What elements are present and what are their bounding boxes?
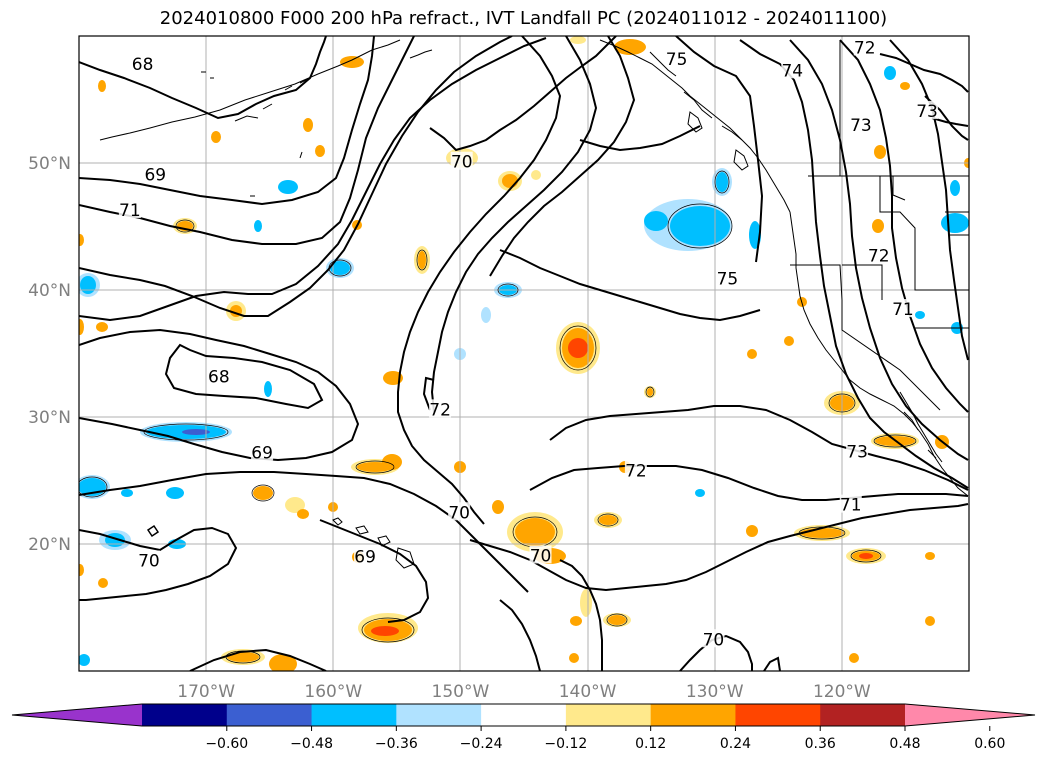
colorbar-tick-label: −0.12 bbox=[544, 736, 587, 752]
contour-label: 69 bbox=[144, 165, 166, 185]
contour-label: 68 bbox=[208, 367, 230, 387]
colorbar-extend-high bbox=[905, 704, 1035, 726]
contour-label: 75 bbox=[666, 50, 688, 70]
map-title: 2024010800 F000 200 hPa refract., IVT La… bbox=[159, 8, 888, 29]
colorbar-segment bbox=[820, 704, 906, 726]
contour-label: 72 bbox=[868, 247, 890, 267]
contour-label: 71 bbox=[119, 201, 141, 221]
contour-label-bg bbox=[716, 268, 739, 287]
colorbar-tick-label: 0.24 bbox=[720, 736, 751, 752]
contour-label: 69 bbox=[354, 548, 376, 568]
longitude-labels: 170°W 160°W 150°W 140°W 130°W 120°W bbox=[177, 682, 871, 702]
colorbar-extend-low bbox=[12, 704, 142, 726]
contour-label-bg bbox=[916, 100, 939, 119]
contour-label: 72 bbox=[854, 38, 876, 58]
contour-label: 70 bbox=[451, 153, 473, 173]
contour-label: 72 bbox=[625, 461, 647, 481]
contour-label-bg bbox=[529, 545, 552, 564]
colorbar-segment bbox=[650, 704, 736, 726]
contour-label-bg bbox=[131, 53, 154, 72]
contour-label: 69 bbox=[251, 444, 273, 464]
lat-tick-label: 50°N bbox=[28, 154, 71, 174]
contour-label-bg bbox=[846, 441, 869, 460]
lon-tick-label: 160°W bbox=[304, 682, 362, 702]
contour-label: 72 bbox=[429, 400, 451, 420]
lon-tick-label: 120°W bbox=[813, 682, 871, 702]
contour-label-bg bbox=[118, 199, 141, 218]
contour-label-bg bbox=[849, 114, 872, 133]
contour-label-bg bbox=[665, 48, 688, 67]
map-border bbox=[78, 35, 970, 672]
contour-label-bg bbox=[137, 550, 160, 569]
colorbar-segment bbox=[142, 704, 228, 726]
contour-label: 73 bbox=[916, 102, 938, 122]
colorbar-tick-label: −0.48 bbox=[290, 736, 333, 752]
contour-labels: 6869717075747273737271756872697273717070… bbox=[118, 37, 939, 650]
colorbar-segment bbox=[735, 704, 821, 726]
anomaly-outlines bbox=[79, 170, 917, 664]
lat-tick-label: 30°N bbox=[28, 408, 71, 428]
contour-label: 75 bbox=[717, 270, 739, 290]
colorbar-tick-label: −0.36 bbox=[375, 736, 418, 752]
colorbar-tick-label: 0.12 bbox=[635, 736, 666, 752]
contour-label-bg bbox=[867, 245, 890, 264]
contour-label-bg bbox=[207, 366, 230, 385]
contour-label-bg bbox=[853, 37, 876, 56]
lon-tick-label: 130°W bbox=[686, 682, 744, 702]
contour-label-bg bbox=[624, 460, 647, 479]
contour-label: 71 bbox=[892, 300, 914, 320]
lat-tick-label: 20°N bbox=[28, 535, 71, 555]
lon-tick-label: 170°W bbox=[177, 682, 235, 702]
contour-label-bg bbox=[450, 151, 473, 170]
contour-label-bg bbox=[354, 546, 377, 565]
contour-label-bg bbox=[781, 60, 804, 79]
colorbar-segment bbox=[226, 704, 313, 726]
colorbar-segment bbox=[565, 704, 652, 726]
contour-label: 73 bbox=[846, 442, 868, 462]
contour-label: 70 bbox=[448, 503, 470, 523]
lat-tick-label: 40°N bbox=[28, 281, 71, 301]
colorbar-segment bbox=[396, 704, 482, 726]
lon-tick-label: 150°W bbox=[432, 682, 490, 702]
colorbar-tick-label: −0.60 bbox=[205, 736, 248, 752]
contour-label-bg bbox=[144, 164, 167, 183]
contour-label-bg bbox=[429, 399, 452, 418]
contour-label-bg bbox=[448, 502, 471, 521]
contour-label: 71 bbox=[840, 496, 862, 516]
contour-label-bg bbox=[891, 299, 914, 318]
contour-label: 68 bbox=[132, 55, 154, 75]
colorbar-tick-label: 0.48 bbox=[889, 736, 920, 752]
colorbar-tick-label: 0.60 bbox=[974, 736, 1005, 752]
contour-label: 74 bbox=[781, 61, 803, 81]
contour-label: 73 bbox=[850, 116, 872, 136]
colorbar-outline bbox=[11, 703, 1036, 727]
contour-label: 70 bbox=[703, 630, 725, 650]
contour-label: 70 bbox=[530, 546, 552, 566]
refractivity-contours bbox=[79, 36, 969, 671]
colorbar-segment bbox=[481, 704, 567, 726]
latitude-labels: 50°N 40°N 30°N 20°N bbox=[28, 154, 71, 555]
colorbar-segment bbox=[311, 704, 397, 726]
colorbar-tick-label: −0.24 bbox=[460, 736, 503, 752]
contour-label: 70 bbox=[138, 552, 160, 572]
colorbar: −0.60 −0.48 −0.36 −0.24 −0.12 0.12 0.24 0.36 0.4… bbox=[11, 703, 1036, 752]
contour-label-bg bbox=[839, 494, 862, 513]
contour-label-bg bbox=[251, 442, 274, 461]
colorbar-tick-label: 0.36 bbox=[805, 736, 836, 752]
lon-tick-label: 140°W bbox=[559, 682, 617, 702]
contour-label-bg bbox=[702, 629, 725, 648]
